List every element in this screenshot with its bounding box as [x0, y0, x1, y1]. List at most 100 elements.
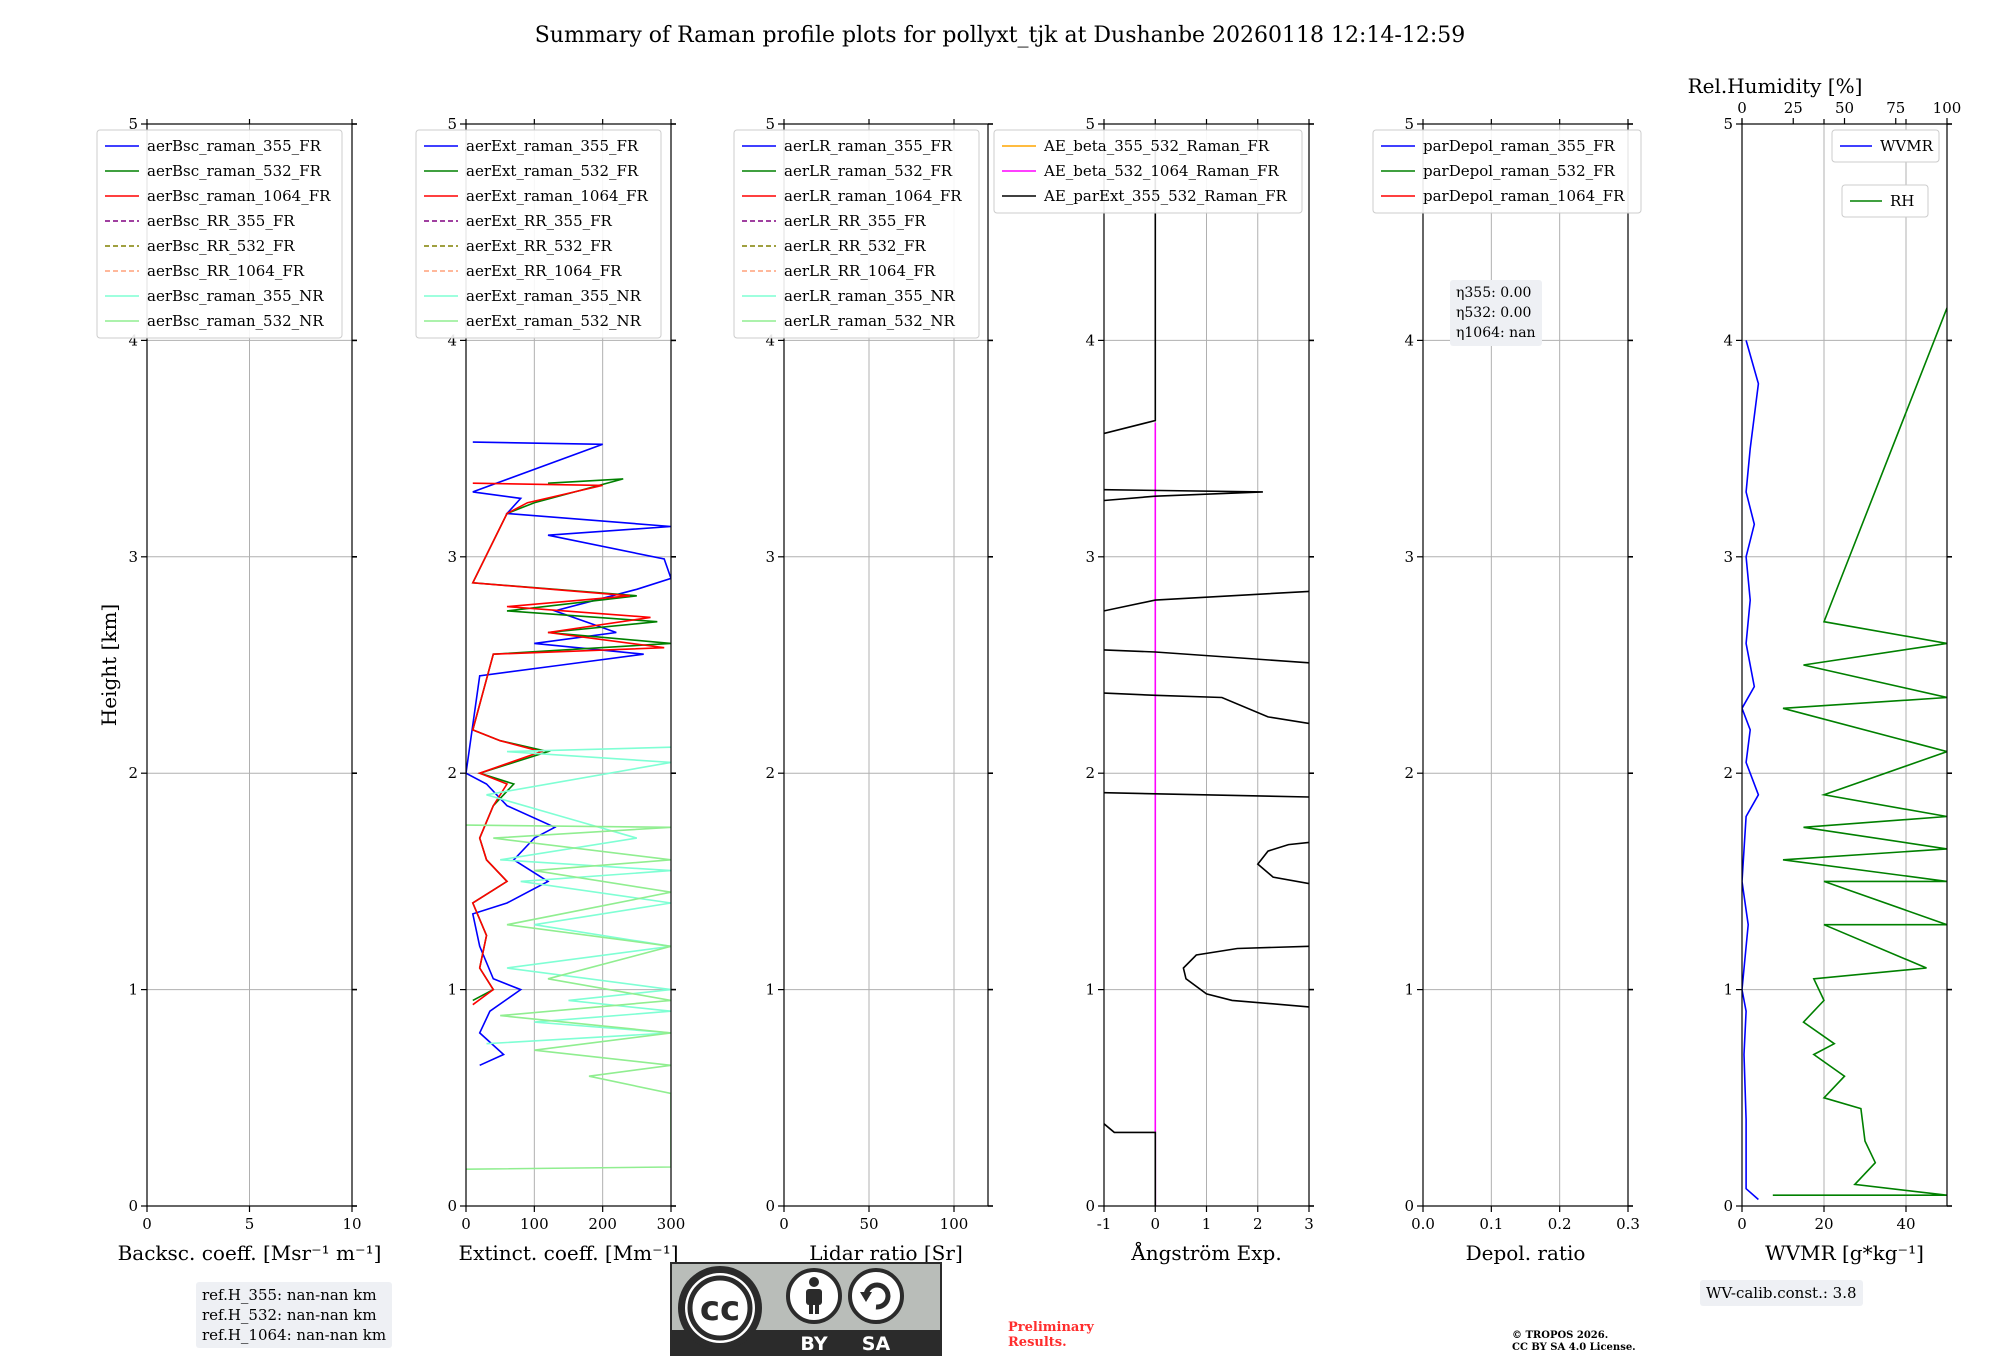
series-group	[1104, 145, 1309, 1206]
legend-label: parDepol_raman_355_FR	[1423, 137, 1616, 155]
x-tick-label: -1	[1097, 1215, 1112, 1233]
y-tick-label: 1	[447, 981, 457, 999]
eta-1064: η1064: nan	[1456, 325, 1536, 341]
sa-label: SA	[862, 1333, 891, 1355]
y-axis-label: Height [km]	[97, 604, 121, 726]
x-axis-label: Lidar ratio [Sr]	[809, 1241, 963, 1265]
y-tick-label: 2	[447, 764, 457, 782]
y-tick-label: 1	[1404, 981, 1414, 999]
series-line	[1104, 649, 1309, 664]
legend: AE_beta_355_532_Raman_FR AE_beta_532_1064…	[993, 129, 1303, 214]
copyright-line-1: © TROPOS 2026.	[1512, 1330, 1609, 1341]
legend-box	[993, 129, 1303, 214]
series-line	[1104, 1123, 1157, 1206]
series-line	[486, 746, 671, 1045]
legend-box	[96, 129, 343, 339]
legend-label: aerExt_raman_355_NR	[466, 287, 642, 305]
series-group	[1742, 307, 1947, 1201]
x-axis-label: Extinct. coeff. [Mm⁻¹]	[458, 1241, 678, 1265]
legend-box	[733, 129, 980, 339]
x-axis-label: Ångström Exp.	[1130, 1240, 1281, 1265]
panel-depol: 0.0 0.1 0.2 0.3 0 1 2 3 4 5 Depol. ratio parDepol_r…	[1372, 115, 1642, 1265]
cc-icon	[687, 1275, 753, 1341]
legend-box	[1372, 129, 1642, 214]
legend-label: AE_parExt_355_532_Raman_FR	[1043, 187, 1288, 205]
eta-box: η355: 0.00 η532: 0.00 η1064: nan	[1450, 280, 1542, 346]
legend-box	[1831, 129, 1940, 163]
legend-label: aerBsc_RR_532_FR	[147, 237, 295, 255]
ref-height-1064: ref.H_1064: nan-nan km	[202, 1326, 387, 1344]
wv-calib-text: WV-calib.const.: 3.8	[1706, 1284, 1857, 1302]
axes-frame	[465, 123, 672, 1207]
legend-wvmr: WVMR	[1831, 129, 1940, 163]
x-axis-label: Backsc. coeff. [Msr⁻¹ m⁻¹]	[118, 1241, 382, 1265]
legend-label: parDepol_raman_532_FR	[1423, 162, 1616, 180]
series-line	[1104, 145, 1157, 435]
x-tick-label: 40	[1896, 1215, 1915, 1233]
share-alike-icon	[848, 1268, 904, 1324]
y-tick-label: 1	[1723, 981, 1733, 999]
x-tick-label: 0	[1737, 1215, 1747, 1233]
legend-box	[415, 129, 662, 339]
legend: aerLR_raman_355_FR aerLR_raman_532_FR aerL…	[733, 129, 980, 339]
series-line	[471, 482, 665, 1006]
x-axis-label: Depol. ratio	[1466, 1241, 1586, 1265]
series-line	[1742, 340, 1760, 1201]
legend-label: aerLR_RR_1064_FR	[784, 262, 936, 280]
top-x-tick-label: 100	[1933, 99, 1962, 117]
legend-label: aerLR_raman_532_FR	[784, 162, 953, 180]
legend-label: aerExt_RR_532_FR	[466, 237, 613, 255]
legend-label: aerExt_raman_532_NR	[466, 312, 642, 330]
legend-label: RH	[1890, 192, 1914, 210]
x-tick-label: 0.0	[1411, 1215, 1435, 1233]
y-tick-label: 5	[447, 115, 457, 133]
cc-letters: cc	[700, 1289, 740, 1329]
legend-label: parDepol_raman_1064_FR	[1423, 187, 1625, 205]
x-tick-label: 100	[520, 1215, 549, 1233]
x-axis-label: WVMR [g*kg⁻¹]	[1765, 1241, 1924, 1265]
series-line	[1182, 945, 1309, 1008]
preliminary-line-1: Preliminary	[1008, 1320, 1094, 1335]
y-tick-label: 5	[1723, 115, 1733, 133]
x-tick-label: 0	[142, 1215, 152, 1233]
legend-label: aerBsc_raman_532_NR	[147, 312, 324, 330]
eta-355: η355: 0.00	[1456, 285, 1532, 301]
top-x-tick-label: 25	[1784, 99, 1803, 117]
x-tick-label: 0.1	[1479, 1215, 1503, 1233]
series-line	[466, 824, 671, 1170]
y-tick-label: 4	[1404, 331, 1414, 349]
legend-box	[1841, 184, 1929, 218]
copyright-line-2: CC BY SA 4.0 License.	[1512, 1342, 1636, 1353]
ref-height-532: ref.H_532: nan-nan km	[202, 1306, 377, 1324]
y-tick-label: 1	[128, 981, 138, 999]
legend: parDepol_raman_355_FR parDepol_raman_532_…	[1372, 129, 1642, 214]
top-x-tick-label: 75	[1886, 99, 1905, 117]
legend-label: aerLR_RR_532_FR	[784, 237, 926, 255]
x-tick-label: 0	[779, 1215, 789, 1233]
y-tick-label: 3	[447, 548, 457, 566]
figure-title: Summary of Raman profile plots for polly…	[535, 23, 1466, 48]
legend-label: aerBsc_raman_355_FR	[147, 137, 322, 155]
legend-label: WVMR	[1880, 137, 1934, 155]
y-tick-label: 2	[765, 764, 775, 782]
preliminary-line-2: Results.	[1008, 1335, 1067, 1350]
legend: aerBsc_raman_355_FR aerBsc_raman_532_FRae…	[96, 129, 343, 339]
panel-extinction: 0 100 200 300 0 1 2 3 4 5 Extinct. coeff. [Mm⁻¹] ae…	[415, 115, 685, 1265]
legend-label: aerLR_raman_355_NR	[784, 287, 955, 305]
x-tick-label: 2	[1253, 1215, 1263, 1233]
ref-height-box: ref.H_355: nan-nan km ref.H_532: nan-nan…	[196, 1282, 393, 1348]
y-tick-label: 3	[1085, 548, 1095, 566]
y-tick-label: 2	[1723, 764, 1733, 782]
y-tick-label: 2	[1404, 764, 1414, 782]
series-line	[1104, 488, 1263, 502]
y-tick-label: 0	[1085, 1197, 1095, 1215]
panel-backscatter: 0 5 10 0 1 2 3 4 5 Backsc. coeff. [Msr⁻¹ m⁻¹] aerB…	[96, 115, 382, 1265]
y-tick-label: 4	[1723, 331, 1733, 349]
series-line	[1256, 841, 1309, 885]
legend-label: aerLR_raman_532_NR	[784, 312, 955, 330]
y-tick-label: 0	[1404, 1197, 1414, 1215]
legend-label: aerLR_RR_355_FR	[784, 212, 926, 230]
